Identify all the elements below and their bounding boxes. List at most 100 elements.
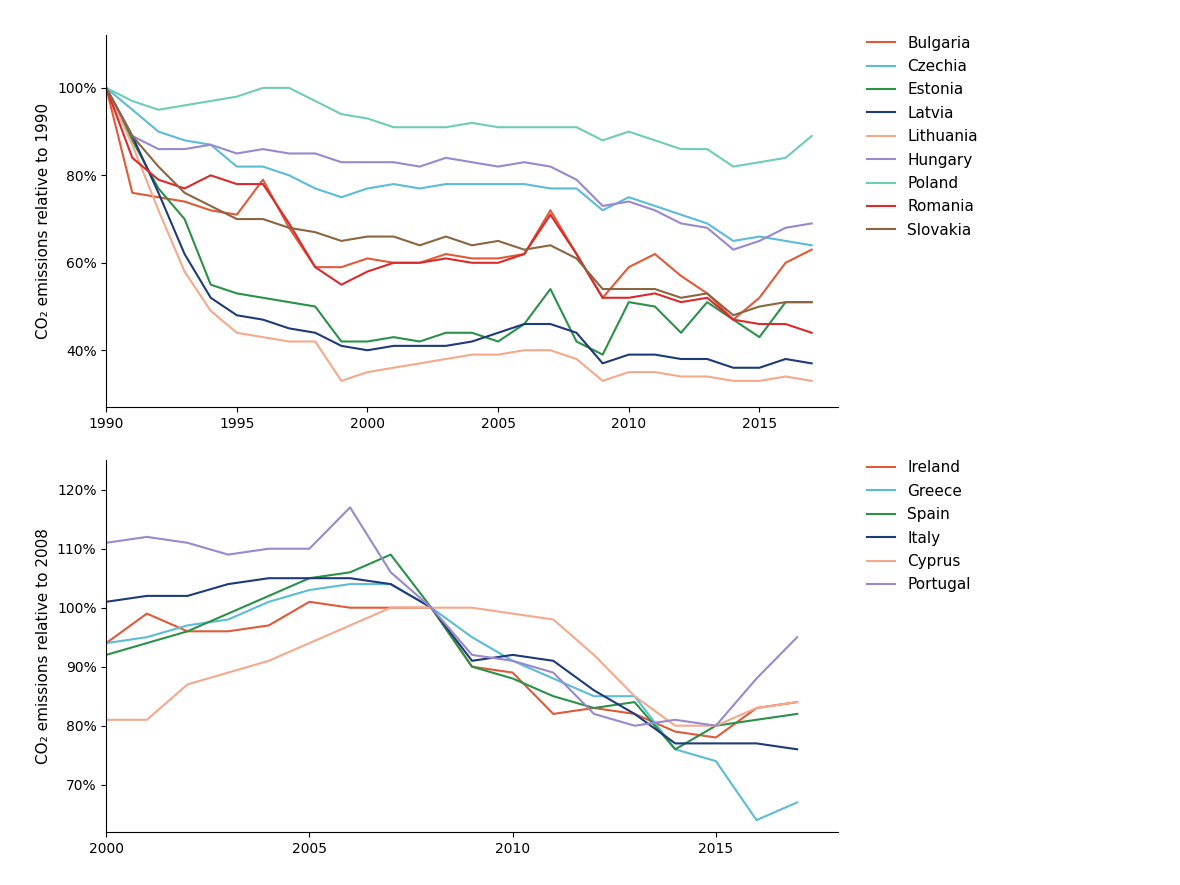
- Spain: [262, 590, 276, 601]
- Greece: [791, 797, 805, 808]
- Line: Latvia: Latvia: [106, 88, 812, 368]
- Cyprus: [181, 679, 195, 689]
- Hungary: [805, 218, 819, 228]
- Cyprus: [302, 638, 316, 649]
- Greece: [628, 691, 642, 702]
- Poland: [596, 135, 610, 146]
- Bulgaria: [125, 188, 139, 198]
- Italy: [586, 685, 601, 696]
- Poland: [517, 122, 531, 133]
- Hungary: [570, 174, 584, 185]
- Hungary: [439, 152, 453, 163]
- Estonia: [125, 135, 139, 146]
- Italy: [749, 738, 763, 749]
- Bulgaria: [465, 253, 479, 264]
- Ireland: [465, 661, 479, 672]
- Lithuania: [151, 205, 165, 216]
- Czechia: [256, 161, 270, 172]
- Czechia: [125, 104, 139, 115]
- Czechia: [387, 179, 401, 189]
- Czechia: [517, 179, 531, 189]
- Line: Poland: Poland: [106, 88, 812, 166]
- Portugal: [302, 543, 316, 554]
- Romania: [256, 179, 270, 189]
- Greece: [709, 756, 723, 766]
- Cyprus: [343, 620, 358, 631]
- Poland: [387, 122, 401, 133]
- Line: Cyprus: Cyprus: [106, 608, 798, 726]
- Cyprus: [425, 603, 439, 613]
- Latvia: [256, 314, 270, 325]
- Czechia: [308, 183, 322, 194]
- Latvia: [413, 341, 427, 351]
- Bulgaria: [726, 314, 740, 325]
- Latvia: [543, 319, 557, 329]
- Poland: [282, 82, 296, 93]
- Bulgaria: [177, 196, 191, 207]
- Ireland: [221, 626, 235, 636]
- Slovakia: [674, 292, 688, 303]
- Greece: [343, 579, 358, 589]
- Lithuania: [204, 305, 218, 316]
- Latvia: [596, 358, 610, 369]
- Romania: [177, 183, 191, 194]
- Hungary: [674, 218, 688, 228]
- Romania: [151, 174, 165, 185]
- Slovakia: [125, 131, 139, 142]
- Slovakia: [151, 161, 165, 172]
- Latvia: [570, 327, 584, 338]
- Latvia: [491, 327, 505, 338]
- Slovakia: [230, 214, 244, 225]
- Italy: [546, 656, 560, 666]
- Poland: [256, 82, 270, 93]
- Slovakia: [543, 240, 557, 250]
- Poland: [334, 109, 348, 119]
- Greece: [302, 585, 316, 596]
- Poland: [125, 96, 139, 106]
- Romania: [570, 249, 584, 259]
- Slovakia: [517, 244, 531, 255]
- Line: Ireland: Ireland: [106, 602, 798, 737]
- Bulgaria: [387, 258, 401, 268]
- Cyprus: [668, 720, 682, 731]
- Cyprus: [99, 714, 113, 725]
- Portugal: [181, 537, 195, 548]
- Y-axis label: CO₂ emissions relative to 2008: CO₂ emissions relative to 2008: [37, 528, 51, 764]
- Estonia: [151, 183, 165, 194]
- Latvia: [334, 341, 348, 351]
- Italy: [181, 590, 195, 601]
- Hungary: [177, 143, 191, 154]
- Spain: [505, 673, 519, 684]
- Latvia: [465, 336, 479, 347]
- Lithuania: [230, 327, 244, 338]
- Lithuania: [465, 350, 479, 360]
- Poland: [779, 152, 793, 163]
- Estonia: [99, 82, 113, 93]
- Latvia: [125, 131, 139, 142]
- Latvia: [177, 249, 191, 259]
- Line: Spain: Spain: [106, 555, 798, 750]
- Czechia: [543, 183, 557, 194]
- Greece: [262, 596, 276, 607]
- Czechia: [204, 140, 218, 150]
- Hungary: [726, 244, 740, 255]
- Latvia: [308, 327, 322, 338]
- Czechia: [674, 210, 688, 220]
- Lithuania: [413, 358, 427, 369]
- Portugal: [791, 632, 805, 643]
- Bulgaria: [308, 262, 322, 273]
- Portugal: [505, 656, 519, 666]
- Cyprus: [139, 714, 153, 725]
- Line: Estonia: Estonia: [106, 88, 812, 355]
- Italy: [99, 596, 113, 607]
- Hungary: [151, 143, 165, 154]
- Spain: [99, 650, 113, 660]
- Poland: [622, 127, 636, 137]
- Slovakia: [779, 296, 793, 307]
- Lithuania: [779, 371, 793, 381]
- Portugal: [221, 550, 235, 560]
- Romania: [204, 170, 218, 181]
- Hungary: [622, 196, 636, 207]
- Lithuania: [596, 375, 610, 386]
- Poland: [439, 122, 453, 133]
